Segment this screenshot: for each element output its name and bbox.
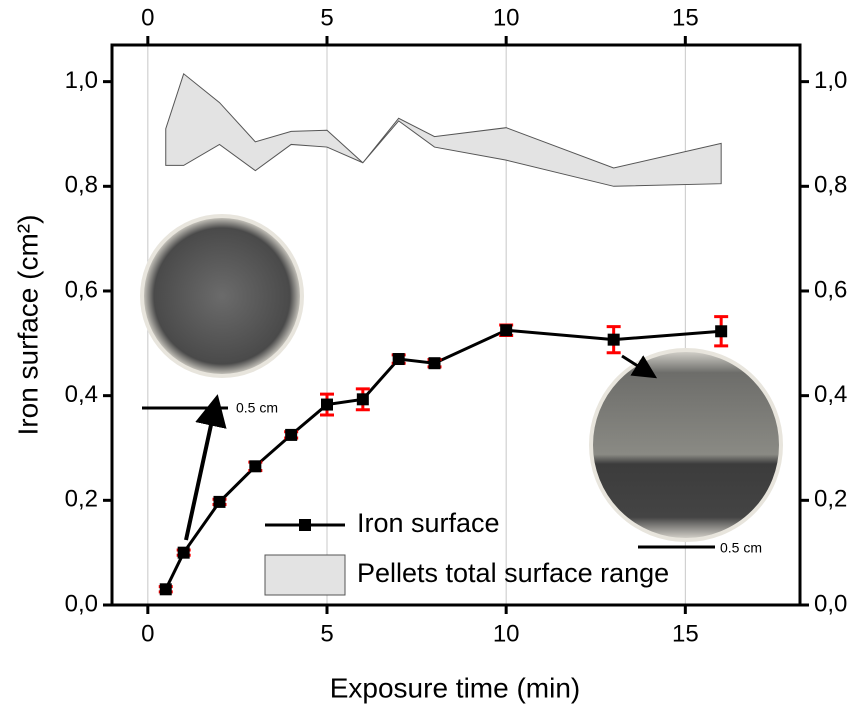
marker	[715, 325, 728, 338]
legend-marker	[299, 519, 311, 531]
y-tick-label: 1,0	[65, 67, 98, 94]
y-tick-label: 0,2	[65, 486, 98, 513]
x-tick-label: 5	[320, 620, 333, 647]
range-band	[165, 72, 722, 187]
legend-label: Pellets total surface range	[357, 558, 669, 588]
x-tick-label-top: 10	[493, 4, 520, 31]
y-axis-title: Iron surface (cm²)	[12, 215, 43, 436]
arrow	[184, 394, 227, 541]
marker	[213, 495, 226, 508]
plot-area: 0 0 5 5 10 10 15 15 0,0 0,0 0,2 0,2 0,4 0,4 0,6 0,6 0,8 0…	[65, 4, 848, 647]
marker	[249, 460, 262, 473]
legend-label: Iron surface	[357, 508, 500, 538]
y-tick-label: 0,4	[65, 381, 98, 408]
marker	[607, 333, 620, 346]
scale-label: 0.5 cm	[720, 540, 762, 556]
y-tick-label-right: 0,8	[814, 172, 847, 199]
data-line	[164, 328, 722, 590]
y-tick-label: 0,6	[65, 276, 98, 303]
marker	[321, 398, 333, 411]
marker	[285, 428, 298, 441]
marker	[177, 546, 190, 559]
x-tick-label-top: 0	[141, 4, 154, 31]
x-tick-label-top: 15	[672, 4, 699, 31]
y-tick-label-right: 0,6	[814, 276, 847, 303]
x-tick-label: 10	[493, 620, 520, 647]
pellet-photo	[589, 348, 783, 542]
pellet-photo	[140, 214, 304, 378]
arrow	[621, 354, 658, 379]
x-tick-label: 0	[141, 620, 154, 647]
y-tick-label: 0,8	[65, 172, 98, 199]
y-tick-label-right: 1,0	[814, 67, 847, 94]
marker	[428, 357, 441, 370]
y-tick-label-right: 0,4	[814, 381, 847, 408]
marker	[500, 324, 513, 337]
legend-swatch	[264, 554, 346, 596]
x-tick-label-top: 5	[320, 4, 333, 31]
marker	[159, 583, 172, 596]
marker	[392, 353, 405, 366]
scale-label: 0.5 cm	[236, 400, 278, 416]
y-tick-label-right: 0,2	[814, 486, 847, 513]
plot-frame	[110, 43, 802, 607]
x-axis-title: Exposure time (min)	[330, 672, 581, 703]
y-tick-label-right: 0,0	[814, 590, 847, 617]
x-tick-label: 15	[672, 620, 699, 647]
marker	[356, 393, 369, 406]
y-tick-label: 0,0	[65, 590, 98, 617]
